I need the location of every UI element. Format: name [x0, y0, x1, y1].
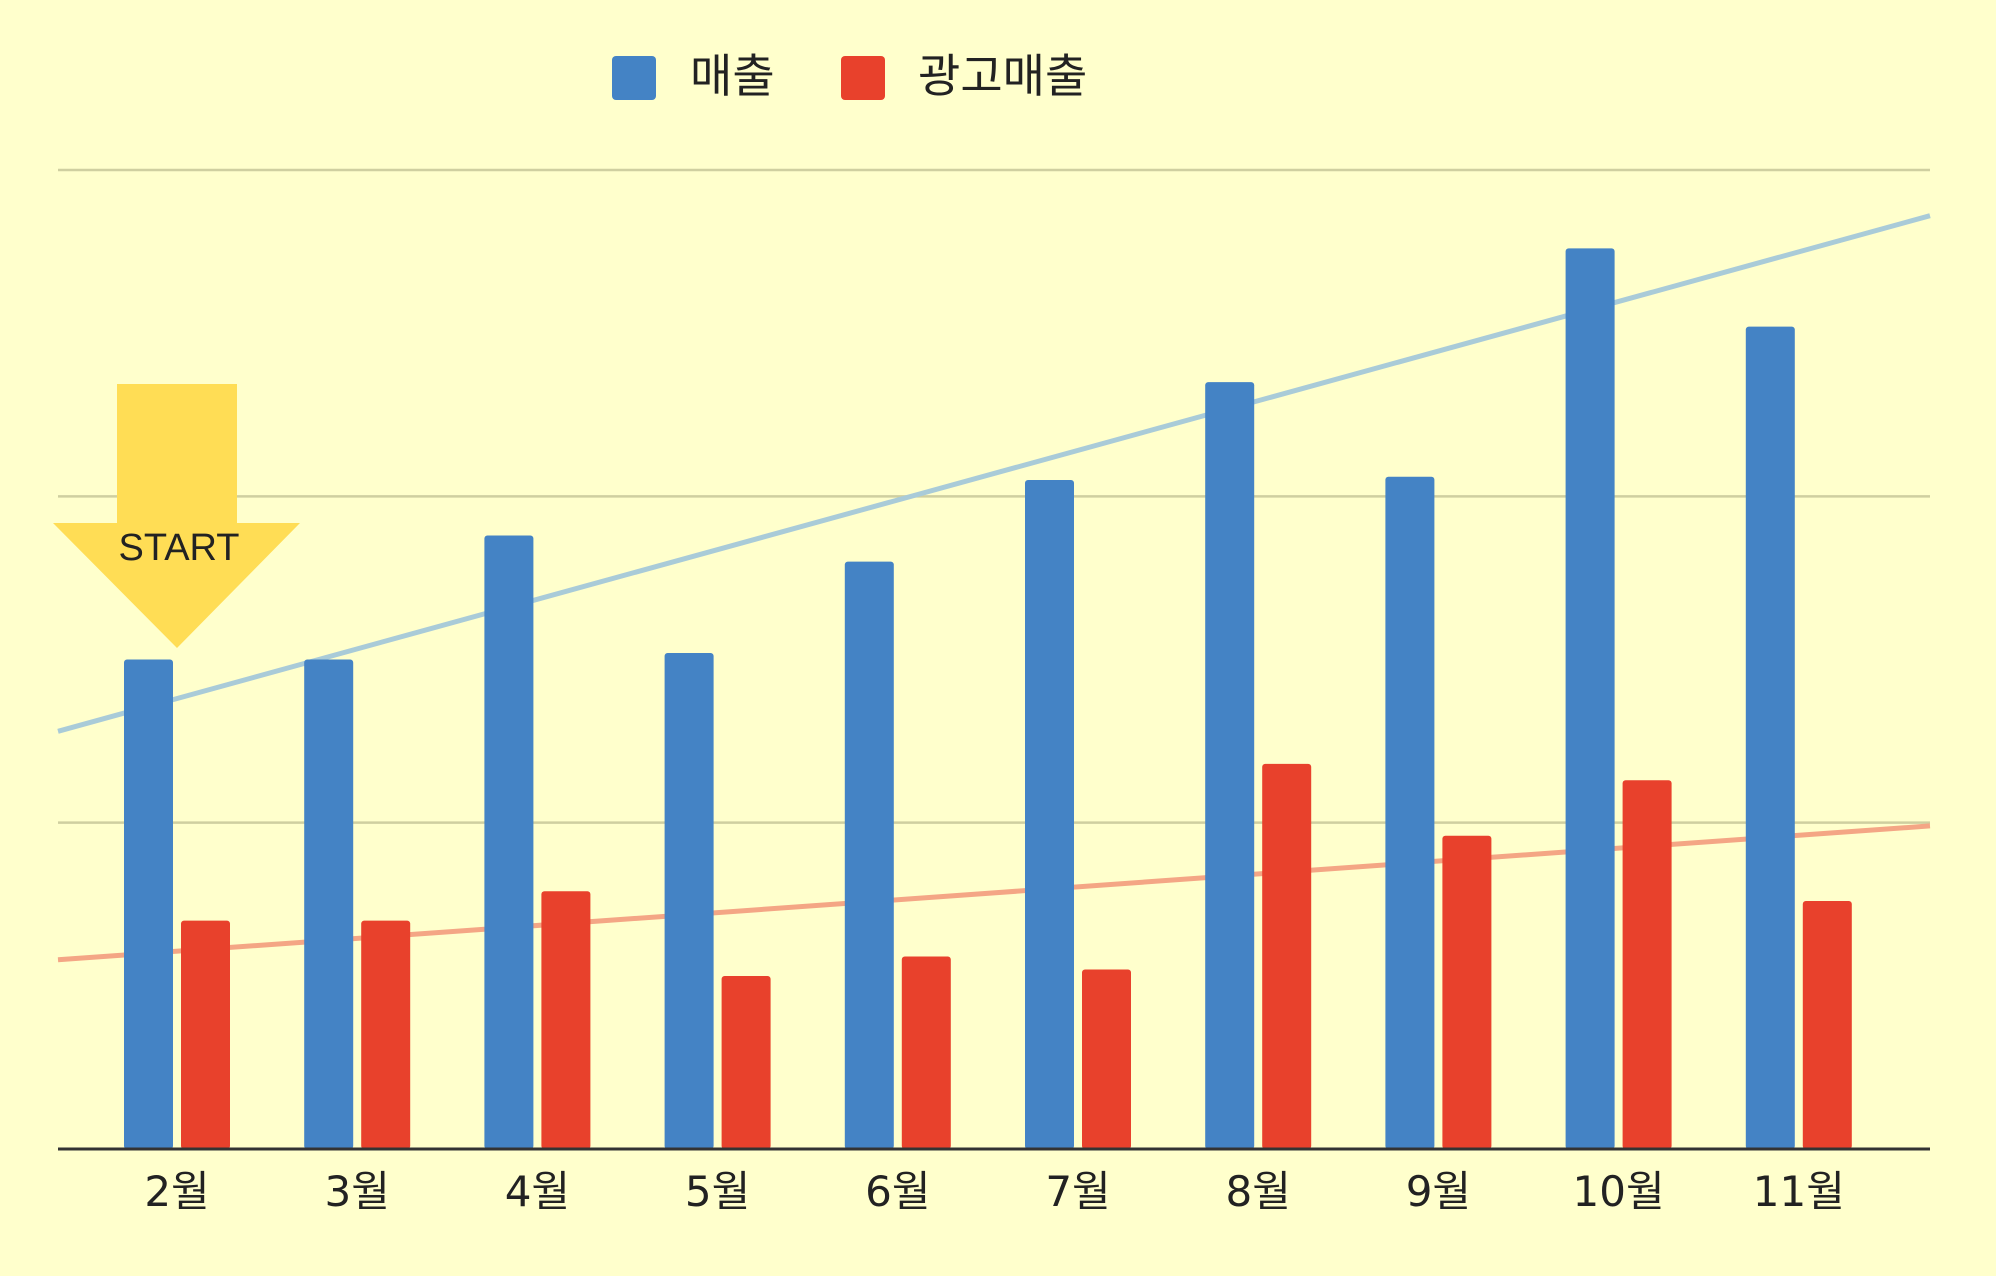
bar-ad-sales-3[interactable] [361, 920, 411, 1149]
legend-swatch-sales [612, 56, 656, 100]
bar-ad-sales-11[interactable] [1802, 900, 1852, 1149]
bar-sales-4[interactable] [484, 535, 534, 1149]
bar-sales-11[interactable] [1745, 326, 1795, 1149]
bar-sales-10[interactable] [1565, 248, 1615, 1149]
bar-ad-sales-7[interactable] [1082, 969, 1131, 1149]
x-axis: 2월 3월 4월 5월 6월 7월 8월 9월 10월 11월 [58, 1147, 1930, 1216]
x-tick-label: 6월 [865, 1167, 930, 1216]
x-tick-label: 10월 [1573, 1167, 1665, 1216]
x-tick-label: 8월 [1226, 1167, 1291, 1216]
bar-ad-sales-8[interactable] [1262, 763, 1312, 1149]
x-tick-label: 7월 [1045, 1167, 1110, 1216]
legend-label-sales: 매출 [690, 49, 775, 103]
gridlines [58, 168, 1930, 824]
legend-swatch-ad-sales [841, 56, 885, 100]
bar-ad-sales-9[interactable] [1442, 835, 1492, 1149]
bar-ad-sales-2[interactable] [181, 920, 230, 1149]
legend: 매출 광고매출 [612, 49, 1087, 103]
start-arrow-icon [53, 384, 300, 648]
legend-label-ad-sales: 광고매출 [918, 49, 1087, 103]
bar-sales-5[interactable] [664, 652, 714, 1149]
bar-ad-sales-5[interactable] [721, 976, 771, 1149]
x-tick-label: 11월 [1753, 1167, 1845, 1216]
x-tick-label: 5월 [685, 1167, 750, 1216]
bar-sales-2[interactable] [124, 659, 173, 1150]
bar-sales-8[interactable] [1205, 382, 1255, 1149]
bar-sales-6[interactable] [844, 561, 894, 1149]
x-tick-label: 2월 [144, 1167, 209, 1216]
bar-ad-sales-6[interactable] [901, 956, 951, 1149]
bar-sales-7[interactable] [1025, 480, 1074, 1149]
trendline-sales [57, 213, 1931, 734]
bar-ad-sales-10[interactable] [1622, 780, 1672, 1149]
x-tick-label: 4월 [505, 1167, 570, 1216]
start-annotation: START [53, 384, 300, 648]
bar-sales-9[interactable] [1385, 476, 1435, 1150]
start-label: START [118, 527, 239, 569]
bar-sales-3[interactable] [304, 659, 354, 1150]
bars [124, 248, 1852, 1150]
bar-ad-sales-4[interactable] [541, 891, 591, 1149]
x-tick-label: 3월 [325, 1167, 390, 1216]
x-tick-label: 9월 [1406, 1167, 1471, 1216]
